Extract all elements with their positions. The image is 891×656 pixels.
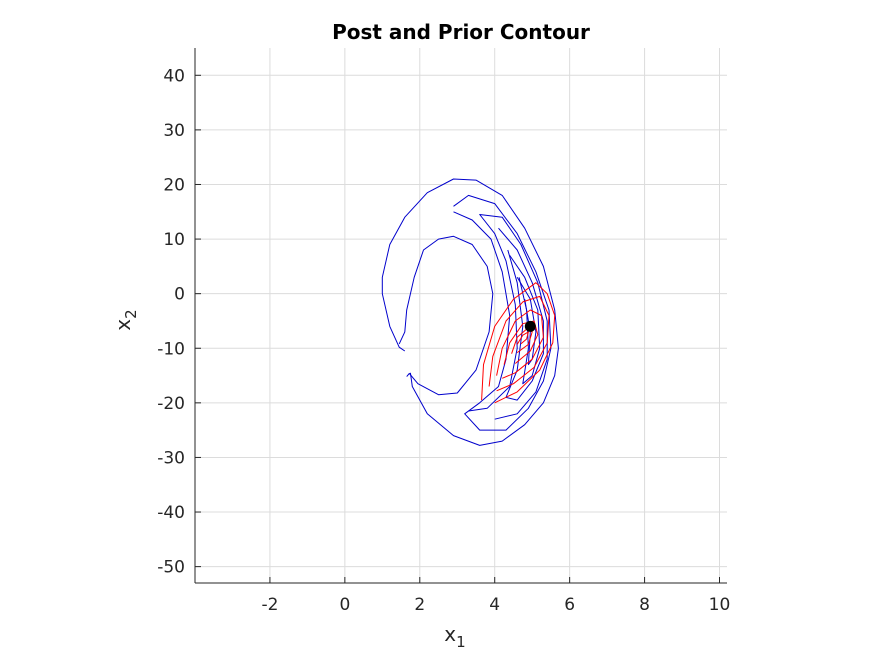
posterior-contour-line [516,331,529,345]
y-tick-label: -30 [157,448,185,468]
x-tick-label: 0 [339,595,350,615]
y-tick-label: -40 [157,503,185,523]
prior-contour-line [453,194,552,431]
y-axis-label: x2 [111,309,140,330]
prior-contour-line [381,178,559,446]
posterior-contour-line [503,320,539,365]
x-tick-label: -2 [261,595,278,615]
posterior-contour-line [481,282,556,404]
y-tick-label: -20 [157,394,185,414]
x-tick-label: 10 [709,595,731,615]
x-axis-label-sub: 1 [456,633,466,651]
x-tick-label: 8 [639,595,650,615]
contour-lines [381,178,559,446]
chart-title: Post and Prior Contour [332,20,590,44]
y-tick-label: 0 [174,285,185,305]
y-tick-label: -50 [157,558,185,578]
point-marker-layer [524,320,536,332]
prior-contour-line [468,214,548,420]
y-tick-label: 30 [163,121,185,141]
x-tick-label: 6 [564,595,575,615]
y-tick-label: 40 [163,66,185,86]
posterior-contour-line [488,295,550,392]
y-tick-label: 10 [163,230,185,250]
y-tick-label: 20 [163,175,185,195]
x-axis-label: x1 [444,622,465,651]
prior-contour-line [398,235,494,396]
y-tick-label: -10 [157,339,185,359]
estimate-point-marker [524,320,536,332]
x-tick-label: 2 [414,595,425,615]
x-tick-label: 4 [489,595,500,615]
y-axis-label-base: x [111,319,135,331]
axes [194,48,727,584]
posterior-contour-group [481,282,556,404]
x-axis-label-base: x [444,622,456,646]
prior-contour-line [498,227,544,401]
posterior-contour-line [496,309,544,379]
y-axis-label-sub: 2 [122,309,140,319]
